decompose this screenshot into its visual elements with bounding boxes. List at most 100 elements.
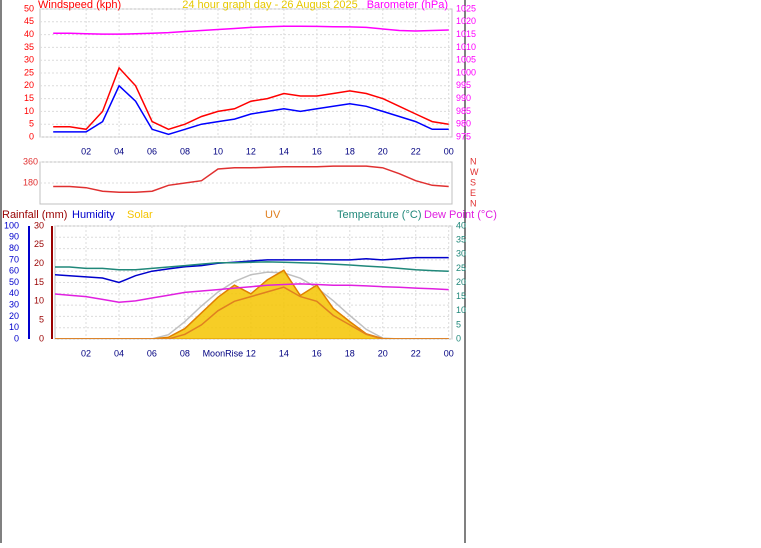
x-tick-label: 16 (312, 146, 322, 156)
line (53, 84, 449, 136)
y-tick-label: 990 (456, 93, 471, 103)
y-tick-label: 1000 (456, 67, 476, 77)
x-tick-label: 02 (81, 146, 91, 156)
series-label: Solar (127, 209, 153, 221)
x-tick-label: 00 (444, 146, 454, 156)
y-tick-label: 5 (456, 319, 461, 329)
series-group (53, 25, 449, 136)
y-tick-label: 15 (456, 291, 466, 301)
x-tick-label: 16 (312, 348, 322, 358)
y-tick-label: 5 (39, 315, 44, 325)
y-tick-label: 90 (9, 232, 19, 242)
x-tick-label: 12 (246, 146, 256, 156)
chart-title: 24 hour graph day - 26 August 2025 (182, 0, 358, 11)
series-label: Temperature (°C) (337, 209, 421, 221)
y-tick-label: 25 (34, 239, 44, 249)
y-tick-label: N (470, 198, 477, 208)
y-tick-label: 35 (456, 235, 466, 245)
y-tick-label: S (470, 177, 476, 187)
y-tick-label: 100 (4, 220, 19, 230)
series-group (53, 165, 449, 194)
y-tick-label: 30 (24, 55, 34, 65)
y-tick-label: 1015 (456, 29, 476, 39)
y-tick-label: 20 (34, 258, 44, 268)
y-tick-label: 1005 (456, 55, 476, 65)
y-tick-label: 15 (34, 277, 44, 287)
y-tick-label: 25 (24, 67, 34, 77)
y-tick-label: 980 (456, 119, 471, 129)
y-tick-label: 20 (456, 277, 466, 287)
series-label: Humidity (72, 209, 115, 221)
y-tick-label: 10 (24, 106, 34, 116)
series-label: UV (265, 209, 281, 221)
y-tick-label: N (470, 156, 477, 166)
y-tick-label: 40 (9, 288, 19, 298)
x-tick-label: 08 (180, 348, 190, 358)
annotation: MoonRise (203, 348, 244, 358)
line (55, 256, 449, 284)
y-tick-label: 70 (9, 254, 19, 264)
y-tick-label: 35 (24, 42, 34, 52)
y-tick-label: 10 (456, 305, 466, 315)
series-label: Windspeed (kph) (38, 0, 121, 11)
y-tick-label: 15 (24, 93, 34, 103)
series-label: Rainfall (mm) (2, 209, 67, 221)
y-tick-label: 0 (14, 333, 19, 343)
y-tick-label: 10 (34, 296, 44, 306)
y-tick-label: 5 (29, 119, 34, 129)
y-tick-label: 40 (24, 29, 34, 39)
x-tick-label: 06 (147, 348, 157, 358)
x-tick-label: 00 (444, 348, 454, 358)
x-tick-label: 18 (345, 348, 355, 358)
x-tick-label: 22 (411, 146, 421, 156)
x-tick-label: 04 (114, 146, 124, 156)
y-tick-label: 975 (456, 131, 471, 141)
y-tick-label: 50 (9, 277, 19, 287)
series-label: Barometer (hPa) (367, 0, 448, 11)
y-tick-label: 1020 (456, 16, 476, 26)
line (53, 66, 449, 131)
y-tick-label: 20 (9, 311, 19, 321)
y-tick-label: 20 (24, 80, 34, 90)
y-tick-label: 0 (39, 333, 44, 343)
x-tick-label: 02 (81, 348, 91, 358)
y-tick-label: 0 (456, 333, 461, 343)
x-tick-label: 20 (378, 146, 388, 156)
x-tick-label: 18 (345, 146, 355, 156)
x-tick-label: 06 (147, 146, 157, 156)
line (53, 25, 449, 35)
y-tick-label: 50 (24, 3, 34, 13)
x-tick-label: 04 (114, 348, 124, 358)
y-tick-label: 10 (9, 322, 19, 332)
series-group (55, 256, 449, 339)
y-tick-label: 1025 (456, 3, 476, 13)
y-tick-label: 80 (9, 243, 19, 253)
line (53, 165, 449, 194)
y-tick-label: E (470, 188, 476, 198)
y-tick-label: 60 (9, 266, 19, 276)
y-tick-label: 0 (29, 131, 34, 141)
line (55, 261, 449, 272)
y-tick-label: 30 (34, 220, 44, 230)
x-tick-label: 20 (378, 348, 388, 358)
line (55, 283, 449, 304)
x-tick-label: 14 (279, 348, 289, 358)
y-tick-label: 30 (9, 299, 19, 309)
y-tick-label: 180 (23, 177, 38, 187)
x-tick-label: 22 (411, 348, 421, 358)
y-tick-label: 360 (23, 156, 38, 166)
y-tick-label: W (470, 167, 479, 177)
y-tick-label: 45 (24, 16, 34, 26)
series-label: Dew Point (°C) (424, 209, 497, 221)
x-tick-label: 08 (180, 146, 190, 156)
y-tick-label: 40 (456, 220, 466, 230)
y-tick-label: 995 (456, 80, 471, 90)
x-tick-label: 14 (279, 146, 289, 156)
y-tick-label: 1010 (456, 42, 476, 52)
y-tick-label: 985 (456, 106, 471, 116)
y-tick-label: 30 (456, 249, 466, 259)
x-tick-label: 12 (246, 348, 256, 358)
y-tick-label: 25 (456, 263, 466, 273)
x-tick-label: 10 (213, 146, 223, 156)
